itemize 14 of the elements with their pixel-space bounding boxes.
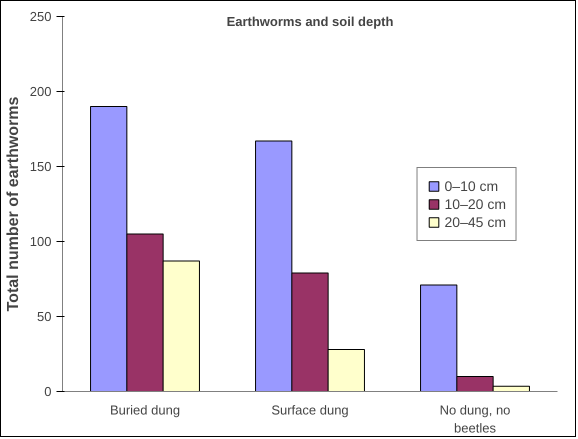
legend-label: 20–45 cm: [444, 214, 506, 230]
x-tick-label: Surface dung: [271, 402, 349, 418]
y-tick-label: 50: [37, 309, 52, 324]
y-tick-label: 150: [30, 159, 52, 174]
x-tick-label: Buried dung: [110, 402, 180, 418]
y-tick-label: 0: [44, 384, 52, 399]
y-tick-label: 200: [30, 84, 52, 99]
x-tick-label: No dung, no beetles: [440, 402, 510, 436]
y-axis-title: Total number of earthworms: [4, 96, 22, 312]
y-tick-label: 250: [30, 9, 52, 24]
chart-title: Earthworms and soil depth: [226, 14, 394, 29]
legend-label: 10–20 cm: [444, 196, 506, 212]
y-tick-label: 100: [30, 234, 52, 249]
legend-label: 0–10 cm: [444, 178, 498, 194]
